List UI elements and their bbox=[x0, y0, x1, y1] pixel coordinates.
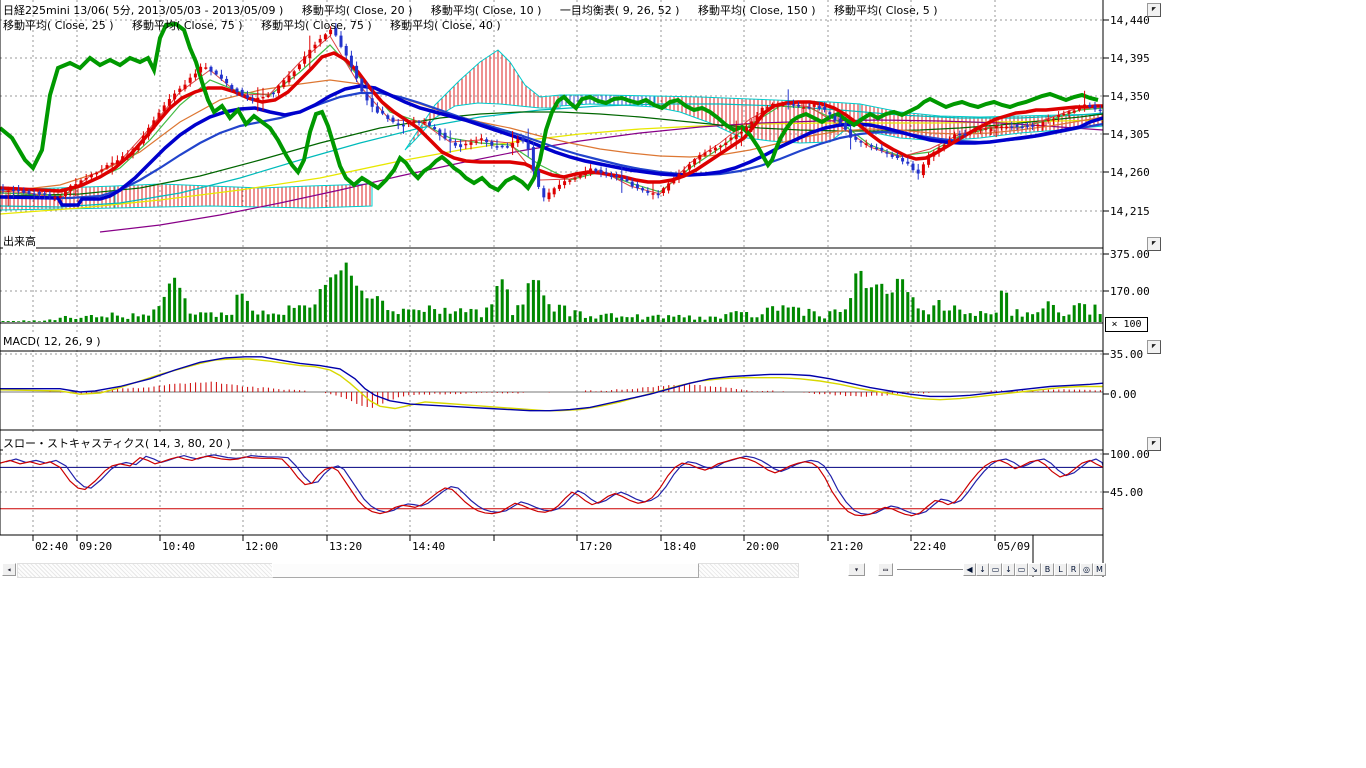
price-tick-14215: 14,215 bbox=[1110, 205, 1150, 218]
stoch-panel-label: スロー・ストキャスティクス( 14, 3, 80, 20 ) bbox=[3, 435, 231, 451]
macd-panel-series bbox=[0, 356, 1104, 412]
legend-ma75a: 移動平均( Close, 75 ) bbox=[132, 19, 243, 32]
time-axis-label: 20:00 bbox=[746, 540, 780, 553]
toolbar-button-5[interactable]: ↘ bbox=[1028, 563, 1041, 576]
time-axis-label: 14:40 bbox=[412, 540, 446, 553]
price-tick-14260: 14,260 bbox=[1110, 166, 1150, 179]
expand-stoch-panel-icon[interactable]: ◤ bbox=[1147, 437, 1161, 451]
toolbar-button-4[interactable]: ▭ bbox=[1015, 563, 1028, 576]
toolbar-button-r[interactable]: R bbox=[1067, 563, 1080, 576]
volume-bars bbox=[1, 262, 1102, 322]
toolbar-button-b[interactable]: B bbox=[1041, 563, 1054, 576]
expand-volume-panel-icon[interactable]: ◤ bbox=[1147, 237, 1161, 251]
panel-borders bbox=[0, 0, 1109, 577]
legend-ma40: 移動平均( Close, 40 ) bbox=[390, 19, 501, 32]
toolbar-button-2[interactable]: ▭ bbox=[989, 563, 1002, 576]
volume-tick-375: 375.00 bbox=[1110, 248, 1150, 261]
legend-row-1: 日経225mini 13/06( 5分, 2013/05/03 - 2013/0… bbox=[3, 2, 953, 18]
expand-price-panel-icon[interactable]: ◤ bbox=[1147, 3, 1161, 17]
volume-panel-label: 出来高 bbox=[3, 233, 36, 249]
ichimoku-cloud bbox=[0, 49, 1104, 211]
zoom-mode-button[interactable]: ▭ bbox=[878, 563, 893, 576]
legend-row-2: 移動平均( Close, 25 ) 移動平均( Close, 75 ) 移動平均… bbox=[3, 17, 516, 33]
price-tick-14350: 14,350 bbox=[1110, 90, 1150, 103]
toolbar-button-9[interactable]: ◎ bbox=[1080, 563, 1093, 576]
legend-ichimoku: 一目均衡表( 9, 26, 52 ) bbox=[559, 4, 680, 17]
volume-multiplier-badge: × 100 bbox=[1105, 317, 1148, 332]
chart-title: 日経225mini 13/06( 5分, 2013/05/03 - 2013/0… bbox=[3, 4, 284, 17]
time-axis-label: 21:20 bbox=[830, 540, 864, 553]
zoom-step-button[interactable]: ▾ bbox=[848, 563, 865, 576]
price-tick-14305: 14,305 bbox=[1110, 128, 1150, 141]
time-axis-label: 12:00 bbox=[245, 540, 279, 553]
stoch-tick-100: 100.00 bbox=[1110, 448, 1150, 461]
toolbar-button-m[interactable]: M bbox=[1093, 563, 1106, 576]
time-axis-label: 10:40 bbox=[162, 540, 196, 553]
scroll-left-button[interactable]: ◂ bbox=[2, 563, 16, 576]
toolbar-button-0[interactable]: ◀ bbox=[963, 563, 976, 576]
macd-tick-0: 0.00 bbox=[1110, 388, 1137, 401]
time-axis-label: 09:20 bbox=[79, 540, 113, 553]
expand-macd-panel-icon[interactable]: ◤ bbox=[1147, 340, 1161, 354]
volume-tick-170: 170.00 bbox=[1110, 285, 1150, 298]
stochastics-panel-series bbox=[0, 454, 1104, 517]
price-tick-14440: 14,440 bbox=[1110, 14, 1150, 27]
legend-ma20: 移動平均( Close, 20 ) bbox=[301, 4, 413, 17]
chart-canvas bbox=[0, 0, 1109, 577]
toolbar-button-3[interactable]: ↓ bbox=[1002, 563, 1015, 576]
time-axis-label: 18:40 bbox=[663, 540, 697, 553]
thick-indicator-lines bbox=[0, 21, 1104, 207]
stoch-tick-45: 45.00 bbox=[1110, 486, 1144, 499]
price-tick-14395: 14,395 bbox=[1110, 52, 1150, 65]
macd-tick-35: 35.00 bbox=[1110, 348, 1144, 361]
legend-ma75b: 移動平均( Close, 75 ) bbox=[261, 19, 372, 32]
legend-ma5: 移動平均( Close, 5 ) bbox=[834, 4, 938, 17]
horizontal-scrollbar-thumb[interactable] bbox=[272, 563, 699, 578]
toolbar-button-l[interactable]: L bbox=[1054, 563, 1067, 576]
legend-ma10: 移動平均( Close, 10 ) bbox=[430, 4, 542, 17]
time-axis-label: 13:20 bbox=[329, 540, 363, 553]
candlesticks bbox=[1, 22, 1102, 206]
legend-ma150: 移動平均( Close, 150 ) bbox=[697, 4, 816, 17]
toolbar-button-1[interactable]: ↓ bbox=[976, 563, 989, 576]
legend-ma25: 移動平均( Close, 25 ) bbox=[3, 19, 114, 32]
time-axis-label: 05/09 bbox=[997, 540, 1031, 553]
time-axis-label: 17:20 bbox=[579, 540, 613, 553]
macd-panel-label: MACD( 12, 26, 9 ) bbox=[3, 335, 101, 348]
time-axis-label: 22:40 bbox=[913, 540, 947, 553]
gridlines bbox=[0, 0, 1103, 535]
time-axis-label: 02:40 bbox=[35, 540, 69, 553]
